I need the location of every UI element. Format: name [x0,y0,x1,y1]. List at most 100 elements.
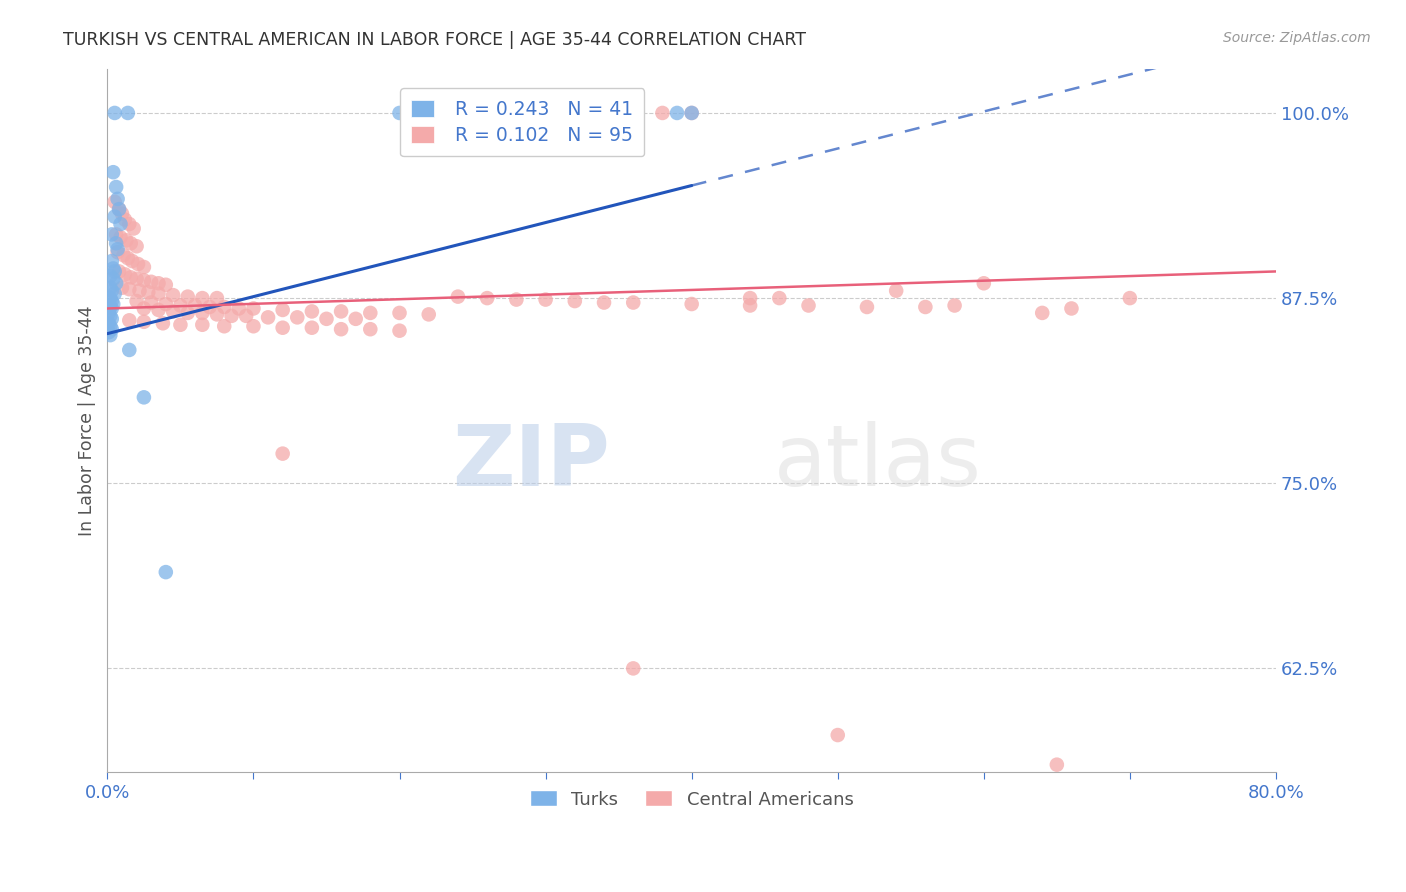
Point [111,207,134,221]
Point [125,294,148,309]
Point [155,297,177,311]
Point [564,294,586,309]
Text: Source: ZipAtlas.com: Source: ZipAtlas.com [1223,31,1371,45]
Point [108,202,131,217]
Point [103,165,125,179]
Point [205,307,228,321]
Point [104,286,127,301]
Point [235,309,257,323]
Point [148,277,170,291]
Point [104,194,127,209]
Point [100,311,122,326]
Point [100,284,122,298]
Point [148,286,170,301]
Point [242,319,264,334]
Point [221,309,243,323]
Point [681,106,703,120]
Point [162,288,184,302]
Text: atlas: atlas [773,421,981,504]
Point [884,284,907,298]
Point [388,106,411,120]
Point [651,106,673,120]
Point [98,319,121,334]
Point [169,318,191,332]
Point [1031,306,1053,320]
Point [148,302,170,317]
Y-axis label: In Labor Force | Age 35-44: In Labor Force | Age 35-44 [79,305,96,535]
Point [105,277,128,291]
Point [110,230,132,244]
Point [110,217,132,231]
Point [205,291,228,305]
Point [132,260,155,274]
Point [191,318,214,332]
Point [107,242,129,256]
Point [118,343,141,357]
Point [97,325,120,339]
Point [447,290,470,304]
Point [122,221,145,235]
Point [127,257,149,271]
Point [271,320,294,334]
Point [114,268,136,282]
Point [125,239,148,253]
Point [738,298,761,312]
Point [914,300,936,314]
Point [136,285,159,300]
Point [271,447,294,461]
Point [97,298,120,312]
Point [141,275,163,289]
Point [97,316,120,330]
Point [856,300,879,314]
Point [117,106,139,120]
Point [534,293,557,307]
Point [607,106,630,120]
Point [475,291,498,305]
Point [115,233,138,247]
Point [105,180,128,194]
Point [108,264,131,278]
Text: TURKISH VS CENTRAL AMERICAN IN LABOR FORCE | AGE 35-44 CORRELATION CHART: TURKISH VS CENTRAL AMERICAN IN LABOR FOR… [63,31,806,49]
Point [169,298,191,312]
Point [797,298,820,312]
Point [98,309,121,323]
Point [103,261,125,276]
Point [132,273,155,287]
Point [107,192,129,206]
Point [418,307,440,321]
Point [98,281,121,295]
Point [177,306,200,320]
Point [98,291,121,305]
Point [505,293,527,307]
Point [104,210,127,224]
Point [100,294,122,309]
Point [97,306,120,320]
Point [141,295,163,310]
Point [121,254,143,268]
Point [315,311,337,326]
Point [128,284,150,298]
Point [177,290,200,304]
Point [1046,757,1069,772]
Point [108,202,131,217]
Point [105,236,128,251]
Point [738,291,761,305]
Point [118,217,141,231]
Point [1119,291,1142,305]
Point [621,295,644,310]
Point [301,304,323,318]
Point [212,300,235,314]
Point [388,306,411,320]
Point [100,254,122,268]
Point [271,302,294,317]
Point [257,310,280,325]
Point [132,315,155,329]
Point [112,248,135,262]
Point [943,298,966,312]
Point [191,306,214,320]
Point [152,316,174,330]
Point [105,227,128,242]
Point [132,390,155,404]
Point [184,298,207,312]
Point [103,272,125,286]
